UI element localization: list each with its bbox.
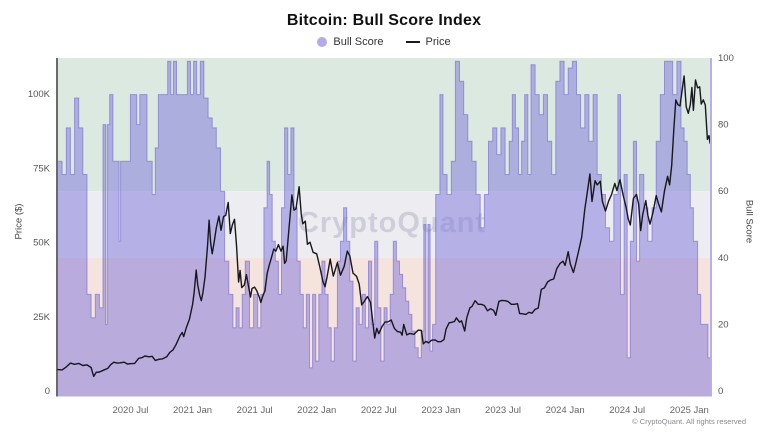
left-tick-label: 75K [33,163,51,174]
bull-score-step-line [58,60,710,369]
right-tick-label: 60 [718,186,729,197]
legend-item-bull-score[interactable]: Bull Score [317,36,384,48]
chart-title: Bitcoin: Bull Score Index [286,12,482,29]
x-axis-label: 2025 Jan [670,405,709,416]
x-axis-label: 2021 Jan [173,405,212,416]
right-tick-label: 20 [718,319,729,330]
x-axis-label: 2023 Jan [421,405,460,416]
legend-item-price[interactable]: Price [405,36,451,48]
x-axis-label: 2022 Jan [297,405,336,416]
x-axis-label: 2020 Jul [112,405,148,416]
left-tick-label: 0 [45,386,50,397]
x-axis-label: 2023 Jul [485,405,521,416]
right-tick-label: 100 [718,53,734,64]
legend: Bull Score Price [0,36,768,48]
right-tick-label: 0 [718,386,723,397]
bull-score-area [58,61,710,397]
x-axis-label: 2024 Jul [609,405,645,416]
left-tick-label: 100K [28,89,51,100]
right-tick-label: 80 [718,120,729,131]
right-axis-title: Bull Score [743,199,755,244]
left-axis-title: Price ($) [13,203,25,240]
legend-label-price: Price [425,36,451,48]
copyright-note: © CryptoQuant. All rights reserved [632,417,746,426]
left-tick-label: 50K [33,238,51,249]
left-tick-label: 25K [33,312,51,323]
price-marker-icon [405,41,420,43]
right-tick-label: 40 [718,253,729,264]
legend-label-bull-score: Bull Score [333,36,384,48]
x-axis-label: 2024 Jan [546,405,585,416]
bull-score-marker-icon [317,37,328,47]
x-axis-label: 2021 Jul [237,405,273,416]
price-line [57,75,711,378]
x-axis-label: 2022 Jul [361,405,397,416]
